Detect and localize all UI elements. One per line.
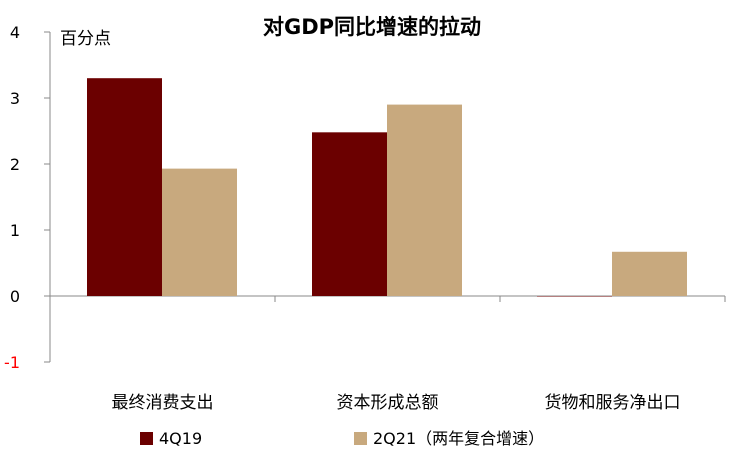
legend-label: 4Q19 — [159, 429, 202, 448]
legend: 4Q19 2Q21（两年复合增速） — [140, 429, 544, 448]
category-labels: 最终消费支出 资本形成总额 货物和服务净出口 — [112, 393, 681, 413]
bar-2q21-1 — [387, 104, 462, 296]
bar-2q21-2 — [612, 251, 687, 296]
legend-label: 2Q21（两年复合增速） — [373, 429, 544, 448]
y-axis: 4 3 2 1 0 -1 — [4, 23, 51, 372]
y-tick-label: 2 — [10, 155, 20, 174]
bar-4q19-2 — [537, 296, 612, 297]
category-label: 最终消费支出 — [112, 393, 214, 413]
bars — [87, 78, 687, 297]
y-tick-label: 1 — [10, 221, 20, 240]
chart-title: 对GDP同比增速的拉动 — [263, 15, 481, 39]
legend-swatch — [140, 432, 153, 445]
x-axis — [50, 295, 726, 302]
y-axis-unit-label: 百分点 — [60, 29, 111, 49]
bar-4q19-0 — [87, 78, 162, 296]
y-tick-label: 0 — [10, 287, 20, 306]
legend-swatch — [354, 432, 367, 445]
y-tick-label: -1 — [4, 353, 20, 372]
category-label: 货物和服务净出口 — [545, 393, 681, 413]
y-tick-label: 4 — [10, 23, 20, 42]
bar-4q19-1 — [312, 132, 387, 296]
category-label: 资本形成总额 — [337, 393, 439, 413]
bar-2q21-0 — [162, 168, 237, 296]
y-tick-label: 3 — [10, 89, 20, 108]
